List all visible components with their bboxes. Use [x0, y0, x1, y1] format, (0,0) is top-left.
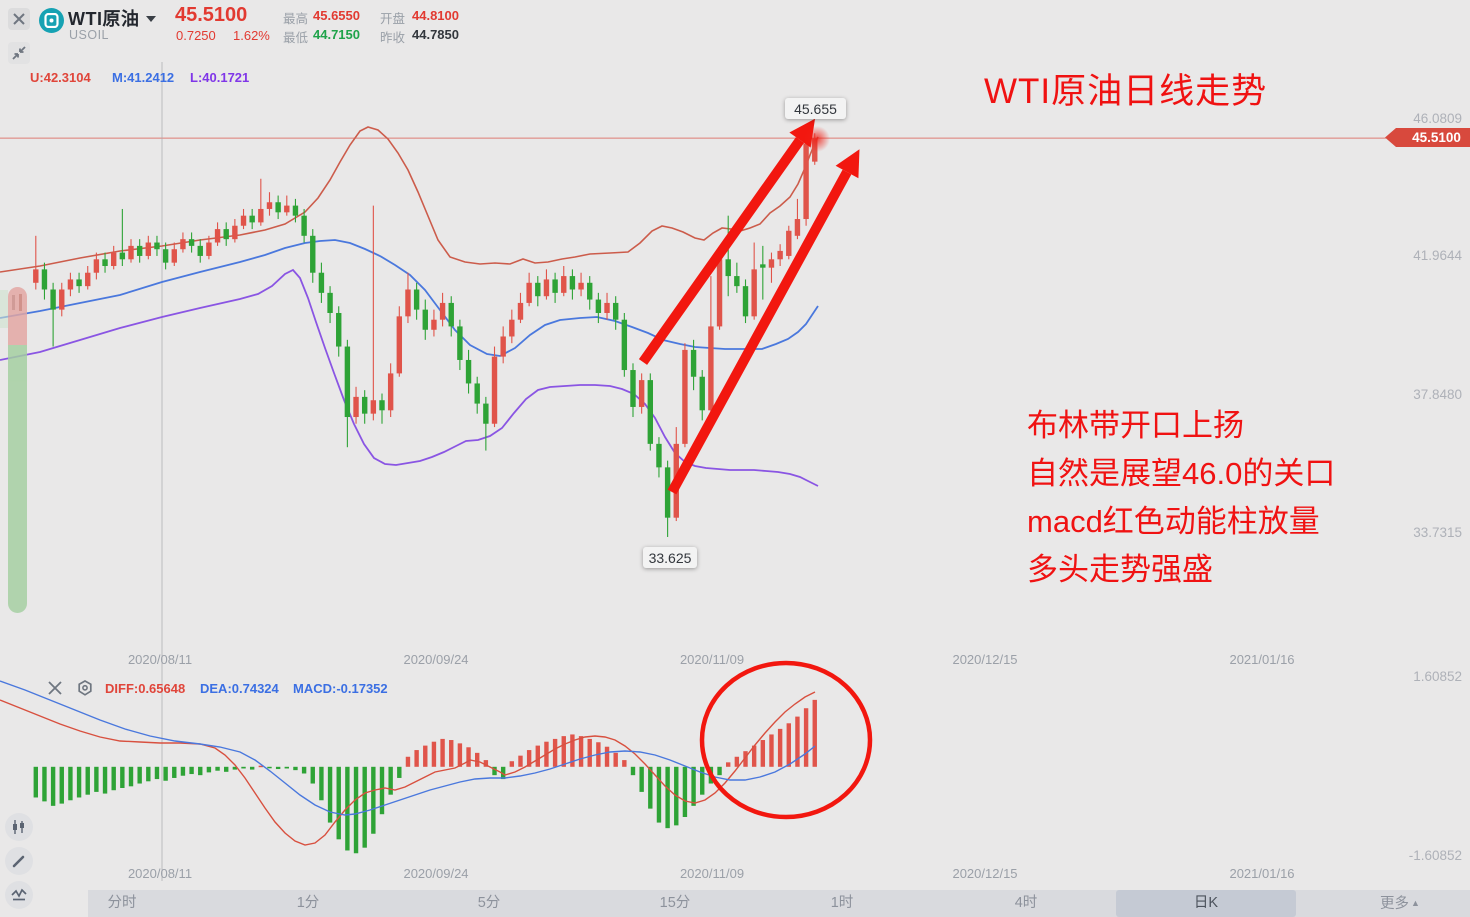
axis-date-label: 2020/11/09	[679, 866, 745, 881]
buy-sell-gauge	[8, 287, 27, 613]
prev-close-value: 44.7850	[412, 27, 459, 42]
caret-up-icon: ▲	[1411, 898, 1420, 908]
comment-line: 自然是展望46.0的关口	[1027, 456, 1336, 491]
timeframe-tab-1[interactable]: 分时	[107, 895, 137, 911]
axis-date-label: 2020/09/24	[403, 866, 469, 881]
axis-price-label: 46.0809	[1413, 111, 1462, 126]
symbol-code: USOIL	[69, 28, 110, 42]
axis-price-label: -1.60852	[1408, 848, 1462, 863]
axis-date-label: 2021/01/16	[1229, 866, 1295, 881]
gauge-edge-strip	[0, 290, 8, 328]
axis-price-label: 37.8480	[1413, 387, 1462, 402]
high-label: 最高	[283, 12, 309, 26]
high-value: 45.6550	[313, 8, 360, 23]
annotation-arrow	[638, 137, 805, 365]
axis-date-label: 2020/12/15	[952, 652, 1018, 667]
timeframe-toolbar: 分时 1分 5分 15分 1时 4时 日K 更多 ▲	[88, 890, 1470, 917]
boll-middle-line	[0, 239, 819, 357]
instrument-logo-icon	[39, 8, 64, 33]
annotation-arrow	[667, 169, 852, 495]
open-value: 44.8100	[412, 8, 459, 23]
candlestick-style-button[interactable]	[5, 813, 33, 841]
draw-tool-button[interactable]	[5, 847, 33, 875]
gear-icon	[78, 680, 92, 696]
axis-date-label: 2021/01/16	[1229, 652, 1295, 667]
timeframe-tab-2[interactable]: 1分	[296, 895, 320, 911]
axis-date-label: 2020/09/24	[403, 652, 469, 667]
axis-price-label: 41.9644	[1413, 248, 1462, 263]
axis-date-label: 2020/12/15	[952, 866, 1018, 881]
axis-price-label: 33.7315	[1413, 525, 1462, 540]
macd-diff-legend: DIFF:0.65648	[105, 681, 186, 696]
open-label: 开盘	[380, 12, 406, 26]
pencil-icon	[12, 855, 25, 868]
boll-upper-line	[0, 126, 819, 273]
chart-annotation-comment: 布林带开口上扬自然是展望46.0的关口 macd红色动能柱放量 多头走势强盛	[1027, 402, 1335, 594]
close-icon	[13, 13, 25, 25]
last-price: 45.5100	[175, 4, 248, 26]
comment-line: macd红色动能柱放量	[1027, 504, 1320, 539]
axis-price-label: 1.60852	[1413, 669, 1462, 684]
close-button[interactable]	[8, 8, 30, 30]
timeframe-active-pill	[1116, 890, 1296, 917]
macd-value-legend: MACD:-0.17352	[293, 681, 388, 696]
macd-settings-button[interactable]	[76, 679, 94, 697]
macd-close-button[interactable]	[46, 679, 64, 697]
collapse-button[interactable]	[8, 42, 30, 64]
collapse-icon	[12, 46, 26, 60]
boll-lower-line	[0, 268, 819, 487]
annotation-circle	[699, 660, 873, 820]
boll-lower-legend: L:40.1721	[190, 70, 250, 85]
timeframe-tab-3[interactable]: 5分	[477, 895, 501, 911]
comment-line: 多头走势强盛	[1027, 552, 1213, 587]
macd-diff-line	[0, 691, 816, 846]
macd-dea-legend: DEA:0.74324	[200, 681, 279, 696]
chevron-down-icon	[145, 16, 156, 22]
candlestick-icon	[13, 820, 24, 834]
comment-line: 布林带开口上扬	[1027, 408, 1244, 443]
indicator-wave-icon	[11, 888, 27, 901]
timeframe-tab-5[interactable]: 1时	[830, 895, 854, 911]
indicator-tool-button[interactable]	[5, 881, 33, 909]
timeframe-tab-6[interactable]: 4时	[1014, 895, 1038, 911]
axis-date-label: 2020/08/11	[127, 866, 193, 881]
axis-date-label: 2020/08/11	[127, 652, 193, 667]
axis-date-label: 2020/11/09	[679, 652, 745, 667]
price-change-pct: 1.62%	[233, 28, 270, 43]
macd-dea-line	[0, 680, 816, 816]
symbol-selector[interactable]: WTI原油	[68, 5, 156, 31]
current-candle-glow	[804, 126, 830, 152]
low-value: 44.7150	[313, 27, 360, 42]
boll-middle-legend: M:41.2412	[112, 70, 175, 85]
timeframe-tab-8[interactable]: 更多 ▲	[1380, 896, 1420, 912]
prev-close-label: 昨收	[380, 31, 406, 45]
timeframe-tab-7[interactable]: 日K	[1193, 895, 1219, 911]
chart-annotation-title: WTI原油日线走势	[984, 72, 1268, 111]
high-price-tooltip: 45.655	[785, 98, 846, 119]
low-label: 最低	[283, 31, 309, 45]
low-price-tooltip: 33.625	[643, 547, 697, 568]
price-change: 0.7250	[176, 28, 216, 43]
current-price-tag: 45.5100	[1385, 128, 1470, 147]
symbol-name: WTI原油	[68, 9, 140, 29]
macd-close-icon	[48, 681, 62, 695]
boll-upper-legend: U:42.3104	[30, 70, 91, 85]
timeframe-tab-4[interactable]: 15分	[659, 895, 691, 911]
